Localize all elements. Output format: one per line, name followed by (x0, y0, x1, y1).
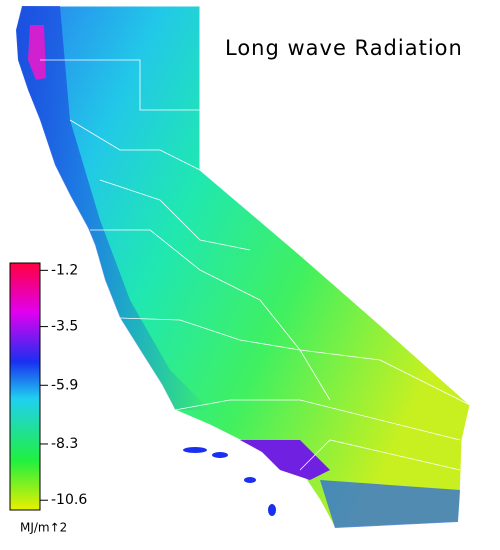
colorbar-unit: MJ/m↑2 (20, 521, 67, 535)
county-lines (40, 59, 471, 471)
county-line (299, 439, 461, 471)
county-line (99, 179, 251, 251)
island (212, 452, 228, 458)
northern-hotspot (28, 25, 46, 80)
county-line (174, 399, 461, 441)
california (15, 5, 471, 529)
socal-hotspot (240, 440, 330, 480)
county-line (90, 229, 331, 401)
colorbar: -1.2 -3.5 -5.9 -8.3 -10.6 (9, 262, 87, 511)
county-line (69, 119, 201, 171)
colorbar-scale (9, 262, 41, 511)
island (244, 477, 256, 483)
map-title: Long wave Radiation (225, 36, 463, 60)
colorbar-tick-label: -3.5 (51, 319, 78, 335)
county-line (119, 317, 471, 406)
coastal-band (16, 6, 210, 410)
colorbar-tick-label: -1.2 (51, 262, 78, 278)
island (268, 504, 276, 516)
southeast-blue (320, 480, 460, 528)
colorbar-tick-label: -5.9 (51, 377, 78, 393)
island (183, 447, 207, 453)
colorbar-tick-label: -8.3 (51, 436, 78, 452)
state-shape (15, 5, 471, 529)
county-line (40, 59, 200, 111)
islands (183, 447, 276, 516)
colorbar-tick-label: -10.6 (51, 492, 87, 508)
